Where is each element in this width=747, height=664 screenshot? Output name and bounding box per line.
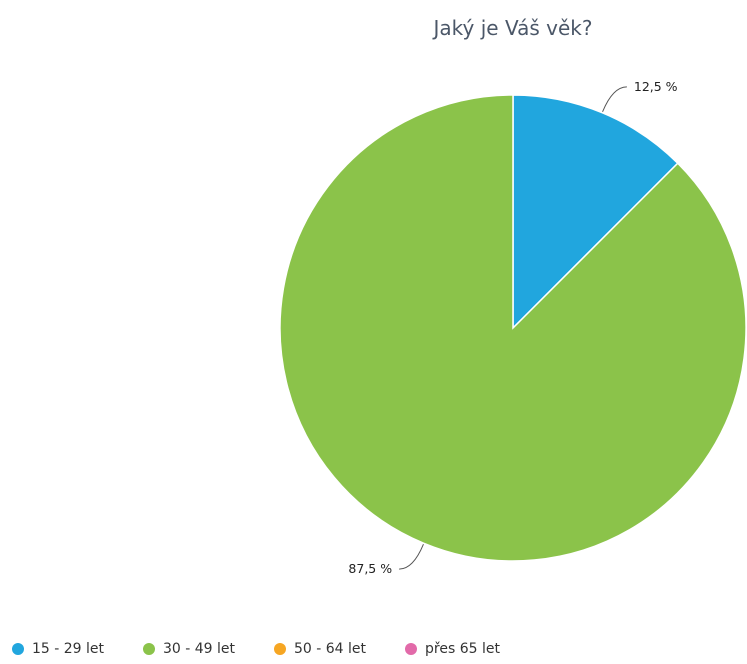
legend: 15 - 29 let 30 - 49 let 50 - 64 let přes 65… — [12, 641, 536, 657]
legend-marker-icon — [143, 643, 155, 655]
legend-marker-icon — [405, 643, 417, 655]
legend-marker-icon — [274, 643, 286, 655]
legend-label: přes 65 let — [425, 641, 500, 657]
pie-slice-2[interactable] — [279, 94, 747, 562]
pie-slice-1[interactable] — [512, 94, 679, 330]
legend-label: 50 - 64 let — [294, 641, 367, 657]
legend-item[interactable]: 50 - 64 let — [274, 641, 405, 657]
legend-label: 15 - 29 let — [32, 641, 105, 657]
legend-item[interactable]: 15 - 29 let — [12, 641, 143, 657]
chart-title: Jaký je Váš věk? — [433, 16, 593, 40]
legend-item[interactable]: přes 65 let — [405, 641, 536, 657]
legend-item[interactable]: 30 - 49 let — [143, 641, 274, 657]
data-label: 12,5 % — [634, 79, 678, 94]
data-label-leader-line — [399, 543, 424, 570]
legend-label: 30 - 49 let — [163, 641, 236, 657]
data-label-leader-line — [602, 86, 627, 113]
legend-marker-icon — [12, 643, 24, 655]
data-label: 87,5 % — [348, 561, 392, 576]
